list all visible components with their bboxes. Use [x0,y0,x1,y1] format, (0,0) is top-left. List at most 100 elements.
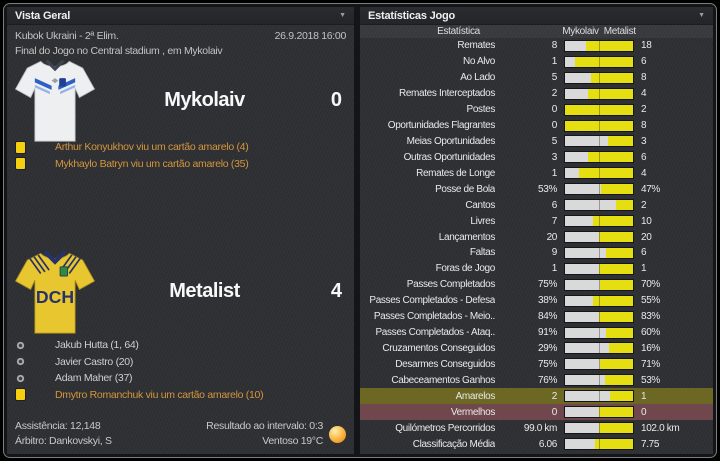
stat-away-value: 1 [641,263,647,275]
stat-bar-midline [599,295,600,306]
stat-bar [564,358,634,371]
event-text: Adam Maher (37) [55,372,133,385]
stat-row: Cantos 6 2 [360,197,713,213]
stat-row: Foras de Jogo 1 1 [360,261,713,277]
stat-row: Passes Completados - Meio.. 84% 83% [360,309,713,325]
stat-bar-midline [599,72,600,83]
chevron-down-icon[interactable]: ▼ [698,12,705,19]
stat-label: Quilómetros Percorridos [395,422,495,434]
away-events-list: Jakub Hutta (1, 64) Javier Castro (20) Ada… [16,337,346,403]
stat-bar-midline [599,88,600,99]
stat-bar-midline [599,104,600,115]
event-text: Mykhaylo Batryn viu um cartão amarelo (3… [55,157,249,170]
stat-row: Cruzamentos Conseguidos 29% 16% [360,341,713,357]
stat-home-value: 1 [551,56,558,68]
stat-away-value: 8 [641,120,647,132]
stat-bar-midline [599,120,600,131]
stat-row: Passes Completados - Defesa 38% 55% [360,293,713,309]
stat-away-value: 2 [641,199,647,211]
stat-bar-home-segment [565,295,593,306]
stat-away-value: 6 [641,247,647,259]
stat-away-value: 83% [641,311,660,323]
event-row: Javier Castro (20) [16,354,346,371]
stat-home-value: 5 [551,135,558,147]
yellow-card-icon [16,158,25,170]
stat-row: Oportunidades Flagrantes 0 8 [360,118,713,134]
stat-home-value: 0 [551,406,558,418]
stat-away-value: 53% [641,374,660,386]
stat-row: Meias Oportunidades 5 3 [360,134,713,150]
stat-bar [564,183,634,196]
stat-bar-home-segment [565,152,588,163]
stat-bar-midline [599,439,600,449]
stat-home-value: 2 [551,390,558,402]
stat-bar [564,151,634,164]
stat-home-value: 38% [538,295,557,307]
goal-icon [16,340,25,351]
home-column-header: Mykolaiv [562,26,599,37]
stat-bar [564,246,634,259]
stat-row: Ao Lado 5 8 [360,70,713,86]
stat-bar-home-segment [565,391,611,402]
competition-name: Kubok Ukraini - 2ª Elim. [15,30,119,42]
stat-row: Remates de Longe 1 4 [360,165,713,181]
stat-bar [564,167,634,180]
stat-bar-home-segment [565,136,608,147]
stat-bar-home-segment [565,279,601,290]
stat-bar-home-segment [565,359,600,370]
stat-bar [564,262,634,275]
stat-bar-home-segment [565,439,595,449]
stat-label: Posse de Bola [435,183,495,195]
stats-panel-header[interactable]: Estatísticas Jogo ▼ [360,7,713,25]
stat-home-value: 2 [551,88,558,100]
stat-bar [564,103,634,116]
stat-away-value: 3 [641,135,647,147]
stat-bar [564,39,634,52]
home-team-shirt [13,55,97,145]
away-team-row: DCH Metalist 4 [13,245,354,337]
stat-label: Passes Completados - Meio.. [373,311,495,323]
stat-label: Passes Completados - Ataq.. [375,327,495,339]
stat-bar-midline [599,279,600,290]
match-status-line: Final do Jogo no Central stadium , em My… [15,45,223,57]
yellow-card-icon [16,389,25,401]
stat-away-value: 6 [641,56,647,68]
stat-away-value: 71% [641,358,660,370]
away-column-header: Metalist [603,26,636,37]
referee-text: Árbitro: Dankovskyi, S [15,435,112,447]
overview-panel-header[interactable]: Vista Geral ▼ [7,7,354,25]
chevron-down-icon[interactable]: ▼ [339,12,346,19]
stat-bar-midline [599,343,600,354]
stat-home-value: 6.06 [538,438,557,450]
stat-bar-home-segment [565,311,600,322]
stat-bar-midline [599,423,600,434]
stat-label: Ao Lado [460,72,495,84]
stat-bar-midline [599,168,600,179]
stat-bar [564,278,634,291]
stat-home-value: 1 [551,263,558,275]
team-column-headers: Mykolaiv Metalist [562,26,636,37]
stat-away-value: 47% [641,183,660,195]
stat-label: Meias Oportunidades [406,135,495,147]
stat-bar [564,119,634,132]
stat-home-value: 99.0 km [523,422,557,434]
stat-bar-midline [599,327,600,338]
stat-home-value: 91% [538,327,557,339]
stat-bar [564,390,634,403]
stat-home-value: 53% [538,183,557,195]
stat-home-value: 75% [538,358,557,370]
stat-row: Posse de Bola 53% 47% [360,181,713,197]
home-events-list: Arthur Konyukhov viu um cartão amarelo (… [16,139,346,172]
stat-bar-home-segment [565,232,599,243]
stat-label: Cabeceamentos Ganhos [391,374,495,386]
away-team-name: Metalist [169,279,240,302]
stat-bar-home-segment [565,327,606,338]
window-frame: Vista Geral ▼ Kubok Ukraini - 2ª Elim. 2… [3,3,717,458]
stat-away-value: 70% [641,279,660,291]
away-shirt-sponsor-text: DCH [36,287,74,307]
stat-away-value: 2 [641,104,647,116]
yellow-card-icon [16,141,25,153]
stat-label: Cantos [465,199,495,211]
stat-bar-home-segment [565,184,602,195]
